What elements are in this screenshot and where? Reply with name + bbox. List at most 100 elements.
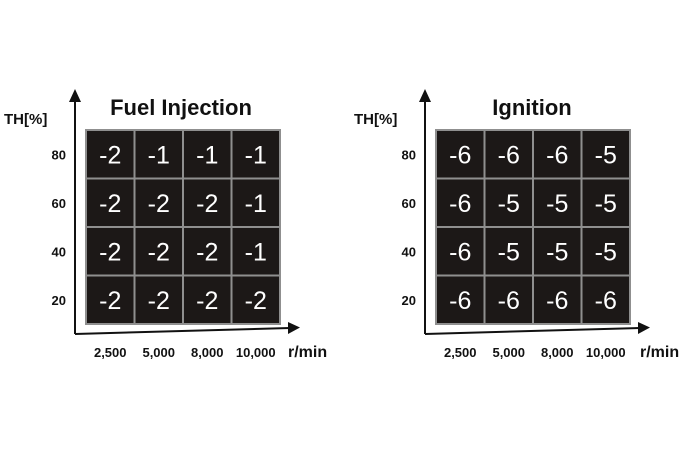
y-tick-label: 60 <box>52 196 66 211</box>
fuel-injection-chart: Fuel Injection TH[%] r/min -2 -1 -1 -1 -2 -2-… <box>4 89 327 361</box>
cell-value-label: -1 <box>245 190 267 218</box>
x-tick-label: 8,000 <box>541 345 574 360</box>
x-axis-arrow <box>638 322 650 334</box>
heatmap-cell <box>582 228 629 275</box>
heatmap-cell <box>135 131 182 178</box>
heatmap-cell <box>232 228 279 275</box>
x-tick-label: 2,500 <box>94 345 127 360</box>
cell-value-label: -5 <box>546 238 568 266</box>
x-tick-label: 5,000 <box>142 345 175 360</box>
y-axis-arrow <box>419 89 431 102</box>
cell-value-label: -5 <box>498 190 520 218</box>
ignition-chart: Ignition TH[%] r/min -6 -6 -6 -5 -6 -5 -5 -5 -6-… <box>350 0 696 457</box>
heatmap-cell <box>485 228 532 275</box>
cell-value-label: -6 <box>498 287 520 315</box>
cell-value-label: -6 <box>546 287 568 315</box>
chart-title: Fuel Injection <box>110 95 252 120</box>
ignition-svg: Ignition TH[%] r/min -6 -6 -6 -5-6 -5 -5 -5-6-… <box>354 89 679 361</box>
x-tick-label: 10,000 <box>236 345 276 360</box>
heatmap-cells: -6 -6 -6 -5 -6 -5 -5 -5 -6 -5 -5 -5 -6 -6 -6 -6 <box>435 129 631 325</box>
heatmap-cell <box>485 276 532 323</box>
y-tick-label: 80 <box>402 147 416 162</box>
cell-value-label: -2 <box>196 190 218 218</box>
heatmap-cell <box>582 131 629 178</box>
heatmap-cell <box>135 228 182 275</box>
heatmap-cell <box>485 179 532 226</box>
cell-value-label: -6 <box>546 141 568 169</box>
heatmap-cell <box>534 131 581 178</box>
cell-value-label: -1 <box>148 141 170 169</box>
heatmap-cell <box>232 276 279 323</box>
cell-value-label: -5 <box>595 238 617 266</box>
cell-value-label: -2 <box>99 190 121 218</box>
y-tick-label: 20 <box>52 293 66 308</box>
y-tick-label: 40 <box>402 244 416 259</box>
heatmap-cell <box>534 179 581 226</box>
cell-value-label: -1 <box>196 141 218 169</box>
heatmap-cell <box>135 179 182 226</box>
heatmap-cell <box>437 276 484 323</box>
cell-value-label: -2 <box>99 287 121 315</box>
x-tick-labels: 2,500 5,000 8,000 10,000 <box>94 345 276 360</box>
cell-value-label: -2 <box>196 238 218 266</box>
heatmap-cell <box>485 131 532 178</box>
cell-value-label: -5 <box>498 238 520 266</box>
y-axis-arrow <box>69 89 81 102</box>
y-tick-labels: 80 60 40 20 <box>52 147 66 308</box>
heatmap-cell <box>437 131 484 178</box>
y-axis-label: TH[%] <box>4 111 47 128</box>
cell-value-label: -2 <box>245 287 267 315</box>
heatmap-cell <box>232 131 279 178</box>
y-tick-label: 60 <box>402 196 416 211</box>
chart-title: Ignition <box>492 95 571 120</box>
x-tick-label: 10,000 <box>586 345 626 360</box>
cell-value-label: -6 <box>498 141 520 169</box>
heatmap-cell <box>184 276 231 323</box>
y-tick-labels: 80 60 40 20 <box>402 147 416 308</box>
x-axis-line <box>74 327 291 335</box>
cell-value-label: -6 <box>595 287 617 315</box>
cell-value-label: -1 <box>245 238 267 266</box>
x-tick-label: 5,000 <box>492 345 525 360</box>
cell-value-label: -6 <box>449 238 471 266</box>
cell-value-label: -6 <box>449 190 471 218</box>
x-tick-label: 8,000 <box>191 345 224 360</box>
y-axis-label: TH[%] <box>354 111 397 128</box>
x-axis-arrow <box>288 322 300 334</box>
heatmap-cell <box>582 276 629 323</box>
cell-value-label: -6 <box>449 287 471 315</box>
cell-value-label: -5 <box>546 190 568 218</box>
heatmap-cell <box>232 179 279 226</box>
heatmap-cell <box>87 131 134 178</box>
cell-value-label: -2 <box>148 190 170 218</box>
heatmap-cell <box>582 179 629 226</box>
cell-value-label: -2 <box>99 141 121 169</box>
heatmap-cell <box>87 179 134 226</box>
x-tick-label: 2,500 <box>444 345 477 360</box>
heatmap-cell <box>135 276 182 323</box>
y-tick-label: 40 <box>52 244 66 259</box>
cell-value-label: -2 <box>196 287 218 315</box>
y-tick-label: 20 <box>402 293 416 308</box>
heatmap-cell <box>87 276 134 323</box>
cell-value-label: -6 <box>449 141 471 169</box>
heatmap-cell <box>534 228 581 275</box>
heatmap-cell <box>184 228 231 275</box>
fuel-injection-svg: Fuel Injection TH[%] r/min -2 -1 -1 -1-2 -2-… <box>4 89 327 361</box>
cell-value-label: -5 <box>595 141 617 169</box>
cell-value-label: -1 <box>245 141 267 169</box>
cell-value-label: -2 <box>148 238 170 266</box>
x-tick-labels: 2,500 5,000 8,000 10,000 <box>444 345 626 360</box>
y-tick-label: 80 <box>52 147 66 162</box>
cell-value-label: -5 <box>595 190 617 218</box>
x-axis-line <box>424 327 641 335</box>
heatmap-cells: -2 -1 -1 -1 -2 -2 -2 -1 -2 -2 -2 -1 -2 -2 -2 -2 <box>85 129 281 325</box>
cell-value-label: -2 <box>99 238 121 266</box>
heatmap-cell <box>184 131 231 178</box>
heatmap-cell <box>87 228 134 275</box>
cell-value-label: -2 <box>148 287 170 315</box>
heatmap-cell <box>437 179 484 226</box>
heatmap-cell <box>534 276 581 323</box>
x-axis-label: r/min <box>288 344 327 361</box>
x-axis-label: r/min <box>640 344 679 361</box>
